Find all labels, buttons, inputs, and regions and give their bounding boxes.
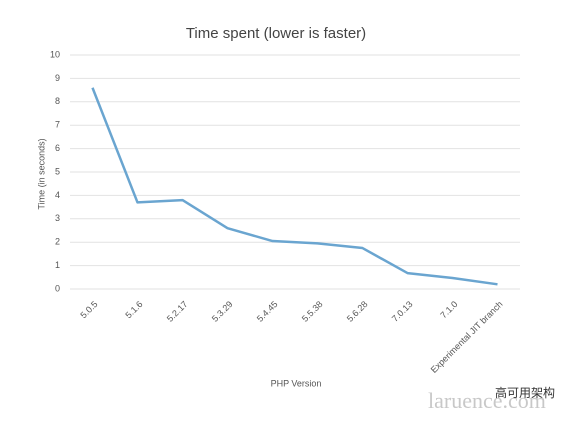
x-tick-label: 5.2.17 bbox=[165, 299, 190, 324]
x-tick-label: 5.3.29 bbox=[210, 299, 235, 324]
x-tick-label: 5.4.45 bbox=[255, 299, 280, 324]
data-line bbox=[91, 87, 498, 286]
y-tick-label: 4 bbox=[55, 190, 60, 200]
y-tick-label: 2 bbox=[55, 237, 60, 247]
y-tick-label: 9 bbox=[55, 73, 60, 83]
y-tick-label: 0 bbox=[55, 283, 60, 293]
x-axis-title: PHP Version bbox=[271, 378, 322, 388]
x-tick-label: 7.1.0 bbox=[438, 299, 459, 320]
watermark: laruence.com bbox=[428, 388, 546, 413]
y-tick-label: 8 bbox=[55, 96, 60, 106]
y-tick-label: 5 bbox=[55, 166, 60, 176]
x-tick-label: 5.5.38 bbox=[300, 299, 325, 324]
y-tick-label: 3 bbox=[55, 213, 60, 223]
y-tick-label: 10 bbox=[50, 49, 60, 59]
watermark: 高可用架构 bbox=[495, 385, 555, 400]
x-tick-label: 5.6.28 bbox=[345, 299, 370, 324]
y-tick-label: 6 bbox=[55, 143, 60, 153]
y-tick-label: 1 bbox=[55, 260, 60, 270]
y-axis-title: Time (in seconds) bbox=[36, 138, 46, 209]
x-tick-label: 5.0.5 bbox=[78, 299, 99, 320]
x-tick-label: 7.0.13 bbox=[390, 299, 415, 324]
x-tick-label: 5.1.6 bbox=[123, 299, 144, 320]
chart-title: Time spent (lower is faster) bbox=[186, 25, 366, 42]
y-tick-label: 7 bbox=[55, 120, 60, 130]
